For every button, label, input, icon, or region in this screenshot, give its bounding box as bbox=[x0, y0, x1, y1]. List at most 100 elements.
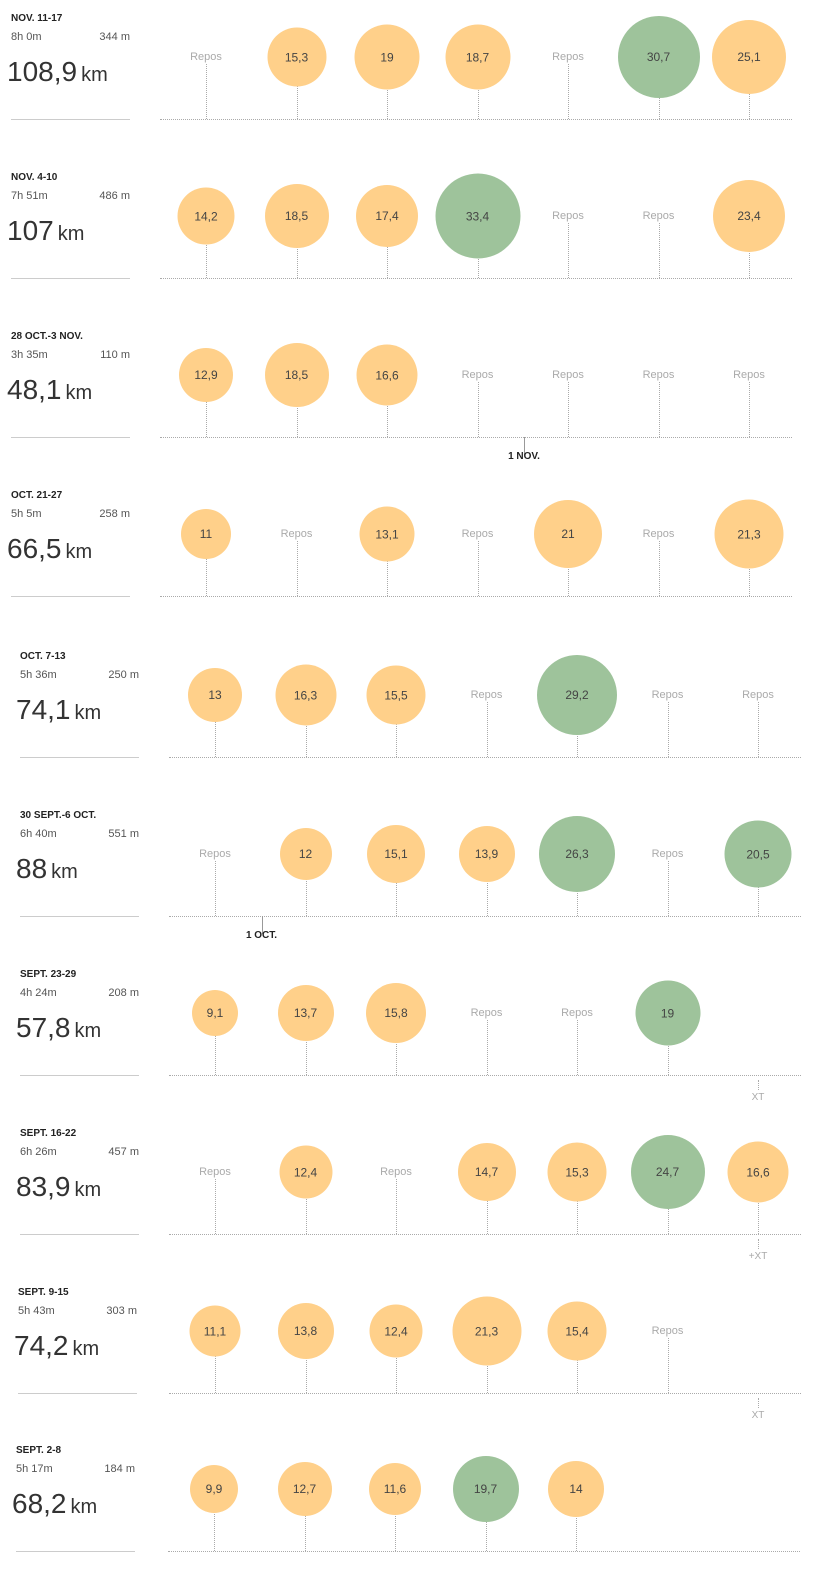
run-bubble[interactable]: 25,1 bbox=[712, 20, 786, 94]
month-marker-tick bbox=[524, 437, 525, 455]
run-bubble[interactable]: 21,3 bbox=[714, 499, 784, 569]
rest-day-label: Repos bbox=[459, 369, 496, 381]
week-row[interactable]: OCT. 21-27 5h 5m 258 m 66,5 km 11 Repos 13,1 Rep… bbox=[0, 477, 830, 636]
day-stem bbox=[305, 1173, 307, 1234]
run-bubble[interactable]: 18,5 bbox=[264, 343, 329, 407]
week-duration: 6h 40m bbox=[20, 828, 57, 840]
run-bubble[interactable]: 12,7 bbox=[277, 1462, 332, 1516]
day-stem bbox=[396, 1173, 397, 1234]
cross-training-label[interactable]: +XT bbox=[748, 1251, 768, 1262]
run-bubble[interactable]: 15,3 bbox=[267, 27, 326, 87]
long-run-bubble[interactable]: 33,4 bbox=[435, 173, 520, 259]
run-bubble[interactable]: 12,4 bbox=[279, 1145, 332, 1199]
long-run-bubble[interactable]: 30,7 bbox=[617, 16, 700, 98]
week-activity-chart: 11 Repos 13,1 Repos 21 Repos 21,3 bbox=[160, 477, 792, 636]
week-elevation: 303 m bbox=[106, 1305, 137, 1317]
day-stem bbox=[577, 1014, 578, 1075]
week-row[interactable]: 30 SEPT.-6 OCT. 6h 40m 551 m 88 km Repos 12 15,… bbox=[0, 797, 830, 956]
run-bubble[interactable]: 15,5 bbox=[366, 665, 426, 725]
run-bubble[interactable]: 12,9 bbox=[179, 348, 233, 402]
chart-baseline bbox=[160, 119, 792, 120]
day-stem bbox=[577, 1173, 578, 1234]
chart-baseline bbox=[169, 1234, 801, 1235]
run-bubble[interactable]: 14,7 bbox=[457, 1143, 516, 1201]
run-bubble[interactable]: 23,4 bbox=[713, 180, 785, 252]
week-activity-chart: 11,1 13,8 12,4 21,3 15,4 Repos XT bbox=[169, 1274, 801, 1433]
week-row[interactable]: SEPT. 16-22 6h 26m 457 m 83,9 km Repos 12,4 Rep… bbox=[0, 1115, 830, 1274]
cross-training-label[interactable]: XT bbox=[751, 1092, 765, 1103]
week-row[interactable]: 28 OCT.-3 NOV. 3h 35m 110 m 48,1 km 12,9 18,5 1… bbox=[0, 318, 830, 477]
long-run-bubble[interactable]: 29,2 bbox=[537, 655, 617, 735]
run-bubble[interactable]: 15,8 bbox=[366, 983, 426, 1043]
week-duration: 5h 17m bbox=[16, 1463, 53, 1475]
run-bubble[interactable]: 16,6 bbox=[727, 1141, 789, 1203]
run-bubble[interactable]: 12,4 bbox=[369, 1304, 423, 1358]
week-duration: 3h 35m bbox=[11, 349, 48, 361]
week-row[interactable]: NOV. 4-10 7h 51m 486 m 107 km 14,2 18,5 17,4 33,… bbox=[0, 159, 830, 318]
long-run-bubble[interactable]: 19 bbox=[635, 980, 700, 1046]
week-distance-unit: km bbox=[74, 1179, 102, 1201]
day-stem bbox=[667, 696, 669, 757]
run-bubble[interactable]: 16,3 bbox=[275, 664, 336, 726]
week-distance-value: 57,8 bbox=[16, 1012, 71, 1043]
rest-day-label: Repos bbox=[640, 528, 677, 540]
day-stem bbox=[387, 535, 388, 596]
run-bubble[interactable]: 15,4 bbox=[547, 1301, 607, 1361]
run-bubble[interactable]: 16,6 bbox=[356, 344, 418, 406]
run-bubble[interactable]: 18,5 bbox=[264, 184, 329, 248]
day-stem bbox=[296, 535, 298, 596]
week-elevation: 344 m bbox=[99, 31, 130, 43]
run-bubble[interactable]: 9,1 bbox=[192, 990, 238, 1036]
week-row[interactable]: NOV. 11-17 8h 0m 344 m 108,9 km Repos 15,3 19 18… bbox=[0, 0, 830, 159]
day-stem bbox=[568, 376, 569, 437]
run-bubble[interactable]: 11,1 bbox=[189, 1305, 241, 1357]
week-row[interactable]: SEPT. 23-29 4h 24m 208 m 57,8 km 9,1 13,7 15,8 R… bbox=[0, 956, 830, 1115]
run-bubble[interactable]: 15,1 bbox=[367, 825, 425, 883]
chart-baseline bbox=[169, 1075, 801, 1076]
run-bubble[interactable]: 21 bbox=[534, 500, 602, 568]
week-date-range: SEPT. 23-29 bbox=[20, 969, 77, 980]
week-date-range: 30 SEPT.-6 OCT. bbox=[20, 810, 97, 821]
long-run-bubble[interactable]: 19,7 bbox=[452, 1456, 519, 1522]
day-stem bbox=[206, 58, 207, 119]
run-bubble[interactable]: 14,2 bbox=[177, 187, 235, 245]
week-elevation: 551 m bbox=[108, 828, 139, 840]
run-bubble[interactable]: 14 bbox=[548, 1461, 604, 1517]
week-summary: 28 OCT.-3 NOV. 3h 35m 110 m 48,1 km bbox=[0, 318, 135, 438]
cross-training-label[interactable]: XT bbox=[751, 1410, 765, 1421]
summary-divider bbox=[11, 437, 130, 438]
week-row[interactable]: SEPT. 2-8 5h 17m 184 m 68,2 km 9,9 12,7 11,6 19,… bbox=[0, 1432, 830, 1591]
run-bubble[interactable]: 21,3 bbox=[452, 1296, 521, 1366]
run-bubble[interactable]: 18,7 bbox=[445, 24, 510, 90]
run-bubble[interactable]: 15,3 bbox=[547, 1142, 607, 1202]
run-bubble[interactable]: 17,4 bbox=[356, 185, 418, 247]
week-row[interactable]: OCT. 7-13 5h 36m 250 m 74,1 km 13 16,3 15,5 Repo… bbox=[0, 638, 830, 797]
day-stem bbox=[568, 58, 569, 119]
run-bubble[interactable]: 11,6 bbox=[369, 1463, 421, 1515]
run-bubble[interactable]: 11 bbox=[181, 509, 231, 559]
week-row[interactable]: SEPT. 9-15 5h 43m 303 m 74,2 km 11,1 13,8 12,4 2… bbox=[0, 1274, 830, 1433]
week-summary: SEPT. 2-8 5h 17m 184 m 68,2 km bbox=[5, 1432, 140, 1552]
run-bubble[interactable]: 9,9 bbox=[190, 1465, 238, 1513]
week-distance-unit: km bbox=[65, 541, 93, 563]
long-run-bubble[interactable]: 24,7 bbox=[630, 1135, 705, 1209]
run-bubble[interactable]: 13,8 bbox=[277, 1303, 334, 1359]
week-elevation: 184 m bbox=[104, 1463, 135, 1475]
week-distance-unit: km bbox=[72, 1338, 100, 1360]
rest-day-label: Repos bbox=[559, 1007, 595, 1019]
run-bubble[interactable]: 13,9 bbox=[458, 826, 515, 882]
long-run-bubble[interactable]: 20,5 bbox=[724, 820, 792, 888]
day-stem bbox=[658, 535, 660, 596]
week-duration: 5h 43m bbox=[18, 1305, 55, 1317]
summary-divider bbox=[20, 1234, 139, 1235]
week-summary: SEPT. 23-29 4h 24m 208 m 57,8 km bbox=[9, 956, 144, 1076]
week-activity-chart: 12,9 18,5 16,6 Repos Repos Repos Repos 1 NOV. bbox=[160, 318, 792, 477]
run-bubble[interactable]: 13,7 bbox=[277, 985, 334, 1041]
run-bubble[interactable]: 13,1 bbox=[359, 506, 415, 562]
day-stem bbox=[215, 1332, 216, 1393]
rest-day-label: Repos bbox=[649, 689, 686, 701]
run-bubble[interactable]: 13 bbox=[188, 668, 242, 722]
run-bubble[interactable]: 19 bbox=[354, 24, 420, 90]
long-run-bubble[interactable]: 26,3 bbox=[539, 816, 615, 892]
run-bubble[interactable]: 12 bbox=[279, 828, 332, 880]
